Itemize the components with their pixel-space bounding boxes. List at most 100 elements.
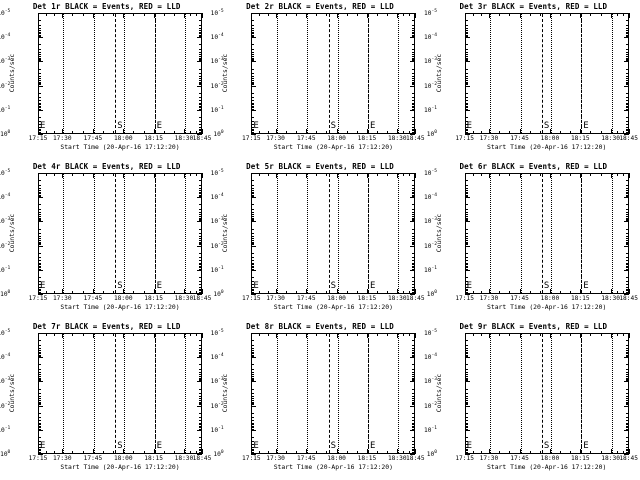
y-tick-minor-right xyxy=(412,228,416,230)
x-tick-major-1 xyxy=(275,449,277,454)
x-tick-minor xyxy=(103,131,105,134)
y-tick-minor xyxy=(38,392,41,394)
y-tick-minor xyxy=(464,450,468,452)
y-tick-minor xyxy=(251,117,255,119)
y-tick-minor xyxy=(464,214,468,216)
y-tick-label-4: 10-1 xyxy=(0,105,11,114)
y-tick-minor-right xyxy=(412,412,416,414)
x-tick-minor-top xyxy=(163,13,165,16)
y-tick-major-right-3 xyxy=(623,245,629,247)
x-tick-label-3: 18:00 xyxy=(327,295,346,302)
y-tick-major-right-1 xyxy=(410,197,416,199)
y-tick-minor xyxy=(464,244,468,246)
y-tick-minor-right xyxy=(199,392,202,394)
x-tick-major-top-2 xyxy=(306,13,308,18)
x-tick-minor-top xyxy=(72,173,74,176)
y-tick-minor xyxy=(251,24,255,26)
x-tick-minor xyxy=(509,131,511,134)
x-tick-minor-top xyxy=(590,13,592,16)
y-tick-minor-right xyxy=(625,235,629,237)
y-tick-minor xyxy=(464,437,468,439)
x-tick-major-4 xyxy=(366,129,368,134)
x-tick-minor-top xyxy=(403,333,405,336)
x-tick-minor xyxy=(259,291,261,294)
x-tick-minor xyxy=(326,291,328,294)
y-tick-label-4: 10-1 xyxy=(423,425,437,434)
y-tick-minor-right xyxy=(412,24,416,26)
x-tick-major-top-5 xyxy=(397,333,399,338)
y-tick-minor-right xyxy=(199,240,202,242)
x-tick-major-top-6 xyxy=(415,333,417,338)
x-tick-minor-top xyxy=(377,173,379,176)
y-tick-minor xyxy=(464,281,468,283)
x-tick-label-4: 18:15 xyxy=(570,455,590,462)
y-tick-minor xyxy=(251,208,255,210)
y-tick-minor-right xyxy=(412,291,416,293)
y-tick-label-4: 10-1 xyxy=(423,105,437,114)
y-tick-minor xyxy=(38,286,41,288)
y-tick-minor-right xyxy=(199,353,202,355)
y-tick-label-1: 10-4 xyxy=(0,353,11,362)
y-tick-minor xyxy=(251,243,255,245)
gridline-vertical-1 xyxy=(93,174,95,293)
y-tick-minor xyxy=(38,217,41,219)
x-tick-major-2 xyxy=(519,289,521,294)
gridline-vertical-4 xyxy=(184,14,186,133)
x-tick-minor xyxy=(570,291,572,294)
x-tick-major-0 xyxy=(38,289,39,294)
x-tick-label-0: 17:15 xyxy=(455,455,474,462)
x-tick-minor-top xyxy=(472,173,474,176)
y-tick-minor-right xyxy=(625,80,629,82)
y-tick-minor xyxy=(38,48,41,50)
y-tick-minor-right xyxy=(199,354,202,356)
panel-title: Det 5r BLACK = Events, RED = LLD xyxy=(246,162,394,171)
x-tick-major-top-1 xyxy=(62,173,64,178)
x-tick-minor-top xyxy=(113,333,115,336)
y-tick-minor xyxy=(251,83,255,85)
x-tick-minor xyxy=(480,451,482,454)
y-tick-minor-right xyxy=(412,437,416,439)
y-tick-major-4 xyxy=(38,429,43,431)
y-tick-minor-right xyxy=(412,20,416,22)
x-tick-label-5: 18:30 xyxy=(387,295,407,302)
y-tick-minor-right xyxy=(625,267,629,269)
y-tick-minor xyxy=(251,281,255,283)
x-tick-major-top-6 xyxy=(628,333,630,338)
y-tick-major-0 xyxy=(251,173,257,174)
x-tick-major-top-0 xyxy=(38,13,39,18)
y-tick-minor-right xyxy=(625,29,629,31)
y-tick-minor-right xyxy=(199,97,202,99)
y-tick-minor xyxy=(38,104,41,106)
y-tick-minor xyxy=(464,379,468,381)
y-tick-minor-right xyxy=(199,204,202,206)
y-tick-label-1: 10-4 xyxy=(210,193,224,202)
x-tick-major-4 xyxy=(580,449,582,454)
y-tick-label-3: 10-2 xyxy=(423,241,437,250)
y-tick-minor-right xyxy=(625,48,629,50)
x-tick-minor-top xyxy=(267,13,269,16)
y-tick-minor-right xyxy=(625,121,629,123)
y-tick-major-1 xyxy=(251,37,257,39)
y-tick-minor xyxy=(464,401,468,403)
y-tick-minor xyxy=(251,131,255,133)
y-tick-major-0 xyxy=(464,333,470,334)
y-tick-minor-right xyxy=(199,184,202,186)
y-tick-minor xyxy=(464,388,468,390)
y-tick-major-right-2 xyxy=(623,221,629,223)
y-tick-major-2 xyxy=(464,381,470,383)
y-tick-minor xyxy=(38,131,41,133)
y-tick-minor xyxy=(251,451,255,453)
y-tick-minor-right xyxy=(625,377,629,379)
gridline-vertical-0 xyxy=(276,14,278,133)
y-tick-minor-right xyxy=(199,117,202,119)
x-tick-major-2 xyxy=(306,289,308,294)
y-tick-minor-right xyxy=(199,232,202,234)
x-axis-title: Start Time (20-Apr-16 17:12:20) xyxy=(487,463,607,471)
marker-line-e-1 xyxy=(367,174,369,293)
y-tick-minor-right xyxy=(412,194,416,196)
y-tick-major-5 xyxy=(251,454,257,455)
y-tick-minor xyxy=(464,267,468,269)
x-tick-major-top-5 xyxy=(183,173,185,178)
y-tick-major-0 xyxy=(38,333,43,334)
